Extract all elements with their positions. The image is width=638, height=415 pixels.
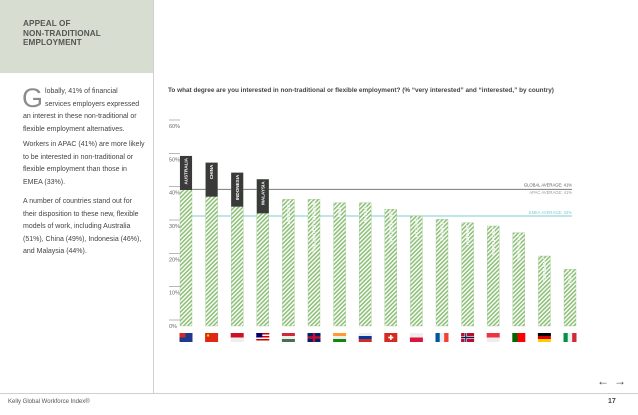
bar-highlight-cap (205, 162, 218, 197)
bar-category-label: INDIA (337, 204, 342, 217)
bar (538, 255, 551, 327)
australia-flag-icon (179, 333, 193, 342)
bar (307, 199, 321, 327)
prev-page-arrow-icon[interactable]: ← (597, 374, 609, 388)
y-tick-label: 10% (169, 291, 180, 297)
bar-category-label: HUNGARY (286, 201, 291, 224)
reference-line-label: EMEA AVERAGE: 33% (529, 210, 572, 215)
next-page-arrow-icon[interactable]: → (614, 374, 626, 388)
reference-line-label: APAC AVERAGE: 41% (529, 190, 572, 195)
reference-line-label: GLOBAL AVERAGE: 41% (524, 182, 572, 187)
bar (461, 222, 474, 327)
russia-flag-icon (358, 333, 372, 342)
malaysia-flag-icon (256, 333, 270, 342)
bar (231, 172, 244, 327)
bar (487, 225, 500, 327)
bar (563, 269, 577, 327)
bar-category-label: MALAYSIA (260, 181, 265, 205)
bar-highlight-cap (256, 179, 269, 214)
bar-category-label: POLAND (414, 217, 419, 237)
bar-highlight-cap (180, 156, 192, 190)
y-tick-label: 0% (169, 324, 177, 330)
bar-highlight-cap (231, 172, 244, 207)
chart-title: To what degree are you interested in non… (168, 87, 554, 94)
apac-paragraph: Workers in APAC (41%) are more likely to… (23, 141, 145, 186)
intro-text: lobally, 41% of financial services emplo… (23, 88, 140, 133)
united-kingdom-flag-icon (307, 333, 321, 342)
bar-category-label: SWITZERLAND (388, 211, 393, 245)
bar (333, 202, 346, 327)
bar-category-label: THE UNITED KINGDOM (312, 201, 317, 252)
bar-category-label: INDONESIA (235, 174, 240, 200)
section-title-line: APPEAL OF (23, 19, 71, 28)
y-tick-label: 20% (169, 257, 180, 263)
bar (359, 202, 372, 327)
section-title: APPEAL OF NON-TRADITIONAL EMPLOYMENT (23, 19, 143, 48)
bar-chart: 0% 10% 20% 30% 40% 50% 60% GLOBAL AVERAGE: 41%… (169, 119, 577, 342)
india-flag-icon (333, 333, 347, 342)
y-tick-label: 40% (169, 191, 180, 197)
bar-category-label: ITALY (568, 271, 573, 284)
bar (282, 199, 295, 327)
drop-cap: G (22, 83, 44, 113)
section-title-line: NON-TRADITIONAL (23, 28, 101, 38)
bar-category-label: SINGAPORE (491, 228, 496, 256)
footer-divider (0, 393, 638, 394)
y-tick-label: 60% (169, 124, 180, 130)
page-number: 17 (608, 398, 616, 405)
norway-flag-icon (461, 333, 475, 342)
standout-paragraph: A number of countries stand out for thei… (23, 198, 142, 256)
italy-flag-icon (563, 333, 577, 342)
bar (512, 232, 525, 327)
bar-category-label: GERMANY (542, 258, 547, 281)
switzerland-flag-icon (384, 333, 398, 342)
bar (384, 209, 397, 327)
y-tick-label: 50% (169, 157, 180, 163)
section-header: APPEAL OF NON-TRADITIONAL EMPLOYMENT (0, 0, 153, 73)
bar-category-label: CHINA (209, 164, 214, 179)
sidebar-divider (153, 0, 154, 393)
y-tick-label: 30% (169, 224, 180, 230)
indonesia-flag-icon (230, 333, 244, 342)
hungary-flag-icon (281, 333, 295, 342)
bar-category-label: PORTUGAL (516, 234, 521, 260)
footer-brand: Kelly Global Workforce Index® (8, 399, 90, 405)
bar-category-label: RUSSIA (363, 204, 368, 222)
portugal-flag-icon (512, 333, 526, 342)
singapore-flag-icon (486, 333, 500, 342)
bar (410, 215, 423, 327)
bar-category-label: AUSTRALIA (184, 157, 189, 184)
france-flag-icon (435, 333, 449, 342)
bar-category-label: NORWAY (465, 225, 470, 245)
section-title-line: EMPLOYMENT (23, 38, 82, 48)
germany-flag-icon (537, 333, 551, 342)
bar-category-label: FRANCE (440, 221, 445, 240)
bar (435, 219, 449, 327)
poland-flag-icon (409, 333, 423, 342)
china-flag-icon (205, 333, 219, 342)
